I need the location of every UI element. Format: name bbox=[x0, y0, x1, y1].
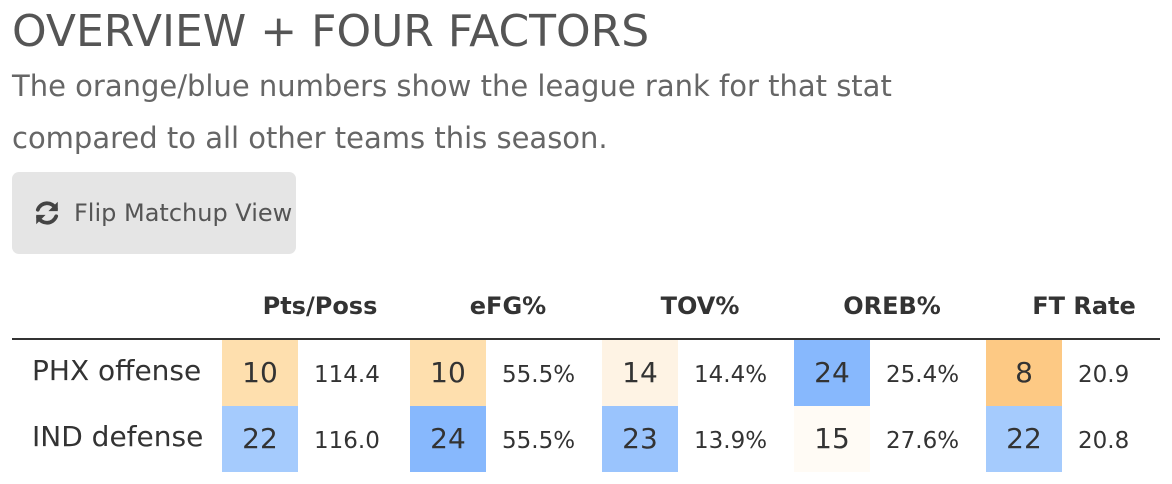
refresh-icon bbox=[35, 201, 59, 225]
rank-cell: 22 bbox=[222, 406, 298, 472]
value-cell: 55.5% bbox=[502, 428, 576, 454]
column-header: Pts/Poss bbox=[262, 292, 378, 320]
rank-cell: 14 bbox=[602, 340, 678, 406]
rank-cell: 22 bbox=[986, 406, 1062, 472]
subtitle-line-2: compared to all other teams this season. bbox=[12, 121, 608, 155]
value-cell: 13.9% bbox=[694, 428, 768, 454]
flip-matchup-label: Flip Matchup View bbox=[74, 199, 293, 227]
rank-cell: 24 bbox=[794, 340, 870, 406]
value-cell: 20.9 bbox=[1078, 362, 1130, 388]
value-cell: 14.4% bbox=[694, 362, 768, 388]
column-header: TOV% bbox=[660, 292, 740, 320]
value-cell: 25.4% bbox=[886, 362, 960, 388]
value-cell: 55.5% bbox=[502, 362, 576, 388]
subtitle-line-1: The orange/blue numbers show the league … bbox=[12, 69, 892, 103]
rank-cell: 8 bbox=[986, 340, 1062, 406]
row-label: PHX offense bbox=[32, 354, 202, 387]
header-rule bbox=[12, 338, 1160, 340]
page-title: OVERVIEW + FOUR FACTORS bbox=[12, 6, 650, 57]
rank-cell: 10 bbox=[410, 340, 486, 406]
value-cell: 20.8 bbox=[1078, 428, 1130, 454]
column-header: eFG% bbox=[469, 292, 547, 320]
value-cell: 114.4 bbox=[314, 362, 380, 388]
rank-cell: 15 bbox=[794, 406, 870, 472]
column-header: FT Rate bbox=[1032, 292, 1136, 320]
rank-cell: 10 bbox=[222, 340, 298, 406]
page-subtitle: The orange/blue numbers show the league … bbox=[12, 60, 912, 164]
value-cell: 27.6% bbox=[886, 428, 960, 454]
column-header: OREB% bbox=[843, 292, 941, 320]
flip-matchup-button[interactable]: Flip Matchup View bbox=[12, 172, 296, 254]
value-cell: 116.0 bbox=[314, 428, 380, 454]
row-label: IND defense bbox=[32, 420, 204, 453]
rank-cell: 24 bbox=[410, 406, 486, 472]
rank-cell: 23 bbox=[602, 406, 678, 472]
